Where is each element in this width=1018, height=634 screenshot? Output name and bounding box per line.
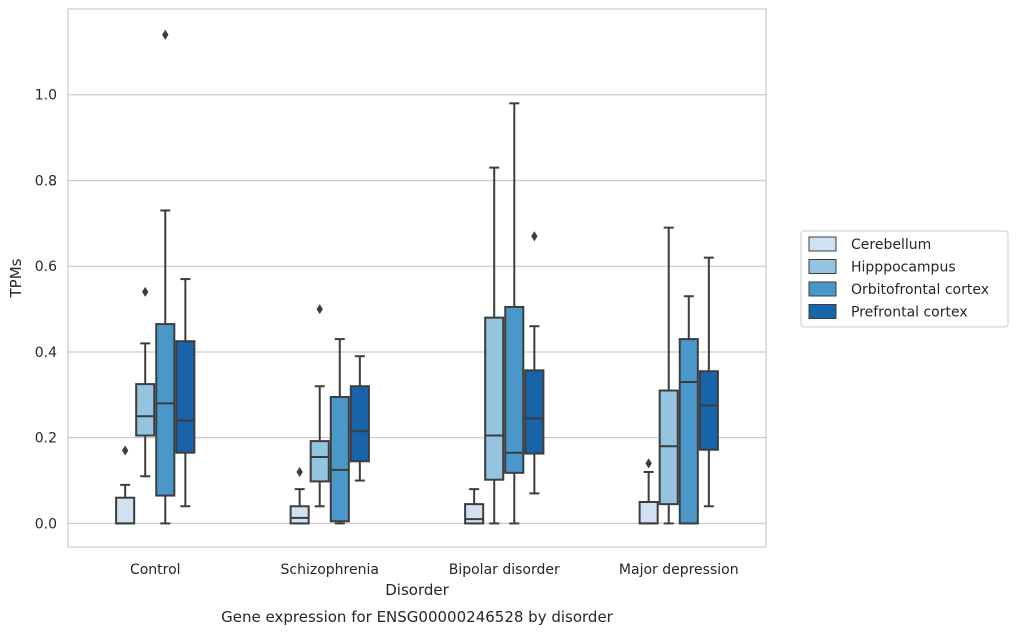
box-cerebellum (115, 445, 136, 525)
iqr-box (349, 385, 370, 463)
outlier-point (142, 286, 149, 297)
box-prefrontal-cortex (175, 278, 196, 508)
y-axis-ticks: 0.0 0.2 0.4 0.6 0.8 1.0 (35, 88, 57, 533)
box-orbitofrontal-cortex (329, 338, 350, 525)
box-hipppocampus (135, 286, 156, 478)
outlier-point (121, 445, 129, 456)
chart-title: Gene expression for ENSG00000246528 by d… (221, 608, 614, 626)
iqr-box (155, 323, 176, 497)
outlier-point (162, 29, 169, 40)
box-prefrontal-cortex (349, 355, 370, 482)
y-tick-label: 0.6 (35, 259, 57, 275)
box-groups (115, 29, 719, 525)
legend-label: Hipppocampus (851, 260, 956, 276)
legend-label: Orbitofrontal cortex (851, 282, 989, 298)
y-tick-label: 0.4 (35, 345, 57, 361)
legend-label: Cerebellum (851, 237, 931, 253)
iqr-box (175, 340, 196, 454)
iqr-box (115, 496, 136, 525)
outlier-point (316, 304, 323, 315)
y-tick-label: 0.8 (35, 173, 57, 189)
box-cerebellum (638, 458, 659, 525)
box-prefrontal-cortex (698, 256, 719, 508)
box-hipppocampus (484, 166, 505, 525)
iqr-box (464, 503, 485, 525)
iqr-box (504, 305, 525, 474)
iqr-box (329, 395, 350, 523)
legend: Cerebellum Hipppocampus Orbitofrontal cort… (800, 230, 1009, 328)
x-axis-ticks: Control Schizophrenia Bipolar disorder Majo… (130, 562, 739, 578)
outlier-point (645, 458, 652, 469)
iqr-box (289, 505, 310, 525)
x-tick-label: Major depression (619, 562, 739, 578)
legend-swatch (808, 236, 837, 252)
iqr-box (698, 370, 719, 451)
box-cerebellum (464, 488, 485, 525)
y-axis-label: TPMs (7, 258, 25, 298)
iqr-box (309, 440, 330, 483)
legend-swatch (808, 259, 837, 274)
x-axis-label: Disorder (385, 581, 449, 599)
outlier-point (531, 231, 538, 242)
iqr-box (484, 316, 505, 481)
box-prefrontal-cortex (524, 231, 545, 495)
box-orbitofrontal-cortex (678, 295, 699, 525)
box-orbitofrontal-cortex (155, 29, 176, 525)
legend-swatch (808, 281, 837, 297)
y-tick-label: 0.2 (35, 431, 57, 447)
iqr-box (524, 369, 545, 455)
y-tick-label: 0.0 (35, 516, 57, 532)
legend-label: Prefrontal cortex (851, 305, 968, 321)
box-orbitofrontal-cortex (504, 102, 525, 525)
iqr-box (678, 338, 699, 525)
outlier-point (296, 466, 303, 477)
plot-area-frame (67, 8, 767, 548)
box-hipppocampus (658, 226, 679, 525)
iqr-box (135, 383, 156, 437)
x-tick-label: Control (130, 562, 181, 578)
iqr-box (658, 389, 679, 506)
y-tick-label: 1.0 (35, 88, 57, 104)
legend-frame (800, 230, 1009, 328)
x-tick-label: Schizophrenia (281, 562, 379, 578)
iqr-box (638, 500, 659, 525)
box-cerebellum (289, 466, 310, 525)
box-hipppocampus (309, 304, 330, 508)
legend-swatch (808, 304, 837, 319)
x-tick-label: Bipolar disorder (449, 562, 560, 578)
